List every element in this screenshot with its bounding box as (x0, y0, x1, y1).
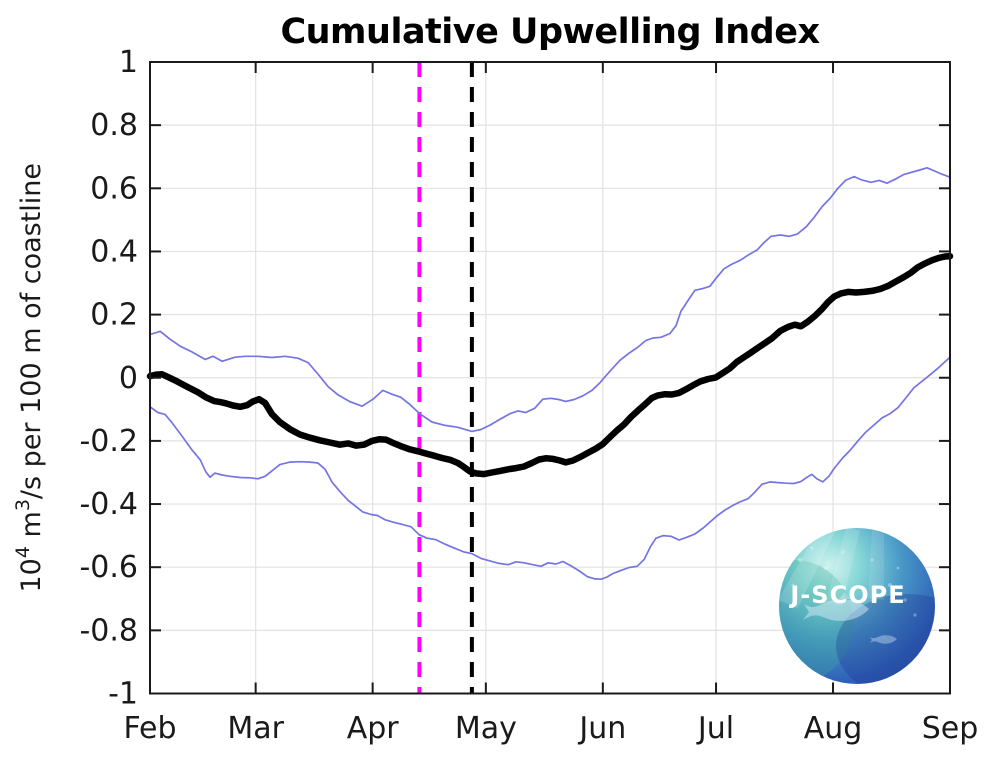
y-tick-label: 0.6 (90, 171, 138, 206)
light-ray-icon (826, 528, 860, 606)
lower-ensemble-bound-line (149, 356, 951, 581)
light-ray-icon (868, 530, 884, 600)
x-tick-label: Apr (347, 711, 400, 746)
logo-text: J-SCOPE (788, 581, 905, 609)
logo-deep-tint (836, 594, 935, 684)
x-tick-labels: Feb Mar Apr May Jun Jul Aug Sep (123, 711, 978, 746)
axes-layer (149, 61, 951, 695)
x-tick-label: Jun (577, 711, 626, 746)
y-tick-label: -0.6 (79, 550, 138, 585)
x-tick-label: Jul (696, 711, 734, 746)
x-tick-label: Mar (227, 711, 284, 746)
series-layer (146, 166, 954, 581)
cumulative-upwelling-mean-line (146, 252, 954, 478)
y-tick-label: -0.4 (79, 487, 138, 522)
light-ray-icon (779, 530, 836, 608)
y-tick-label: -0.2 (79, 424, 138, 459)
x-tick-label: Aug (804, 711, 863, 746)
chart-title: Cumulative Upwelling Index (280, 12, 820, 52)
y-tick-labels: 1 0.8 0.6 0.4 0.2 0 -0.2 -0.4 -0.6 -0.8 -1 (79, 45, 138, 712)
x-tick-label: May (455, 711, 517, 746)
y-axis-label: 104 m3/s per 100 m of coastline (12, 163, 47, 593)
y-tick-label: -1 (108, 677, 138, 712)
jscope-logo: J-SCOPE (779, 528, 935, 684)
y-tick-label: 1 (119, 45, 138, 80)
y-tick-label: 0.2 (90, 298, 138, 333)
bubbles-icon (791, 546, 917, 617)
y-tick-label: -0.8 (79, 613, 138, 648)
logo-teal-tint (779, 560, 853, 684)
x-tick-label: Feb (123, 711, 176, 746)
y-tick-label: 0.8 (90, 108, 138, 143)
x-tick-label: Sep (922, 711, 979, 746)
fish-icon (803, 592, 869, 621)
y-tick-label: 0 (119, 361, 138, 396)
upper-ensemble-bound-line (149, 166, 951, 433)
vline-layer (417, 62, 474, 694)
y-tick-label: 0.4 (90, 234, 138, 269)
small-fish-icon (870, 635, 897, 644)
